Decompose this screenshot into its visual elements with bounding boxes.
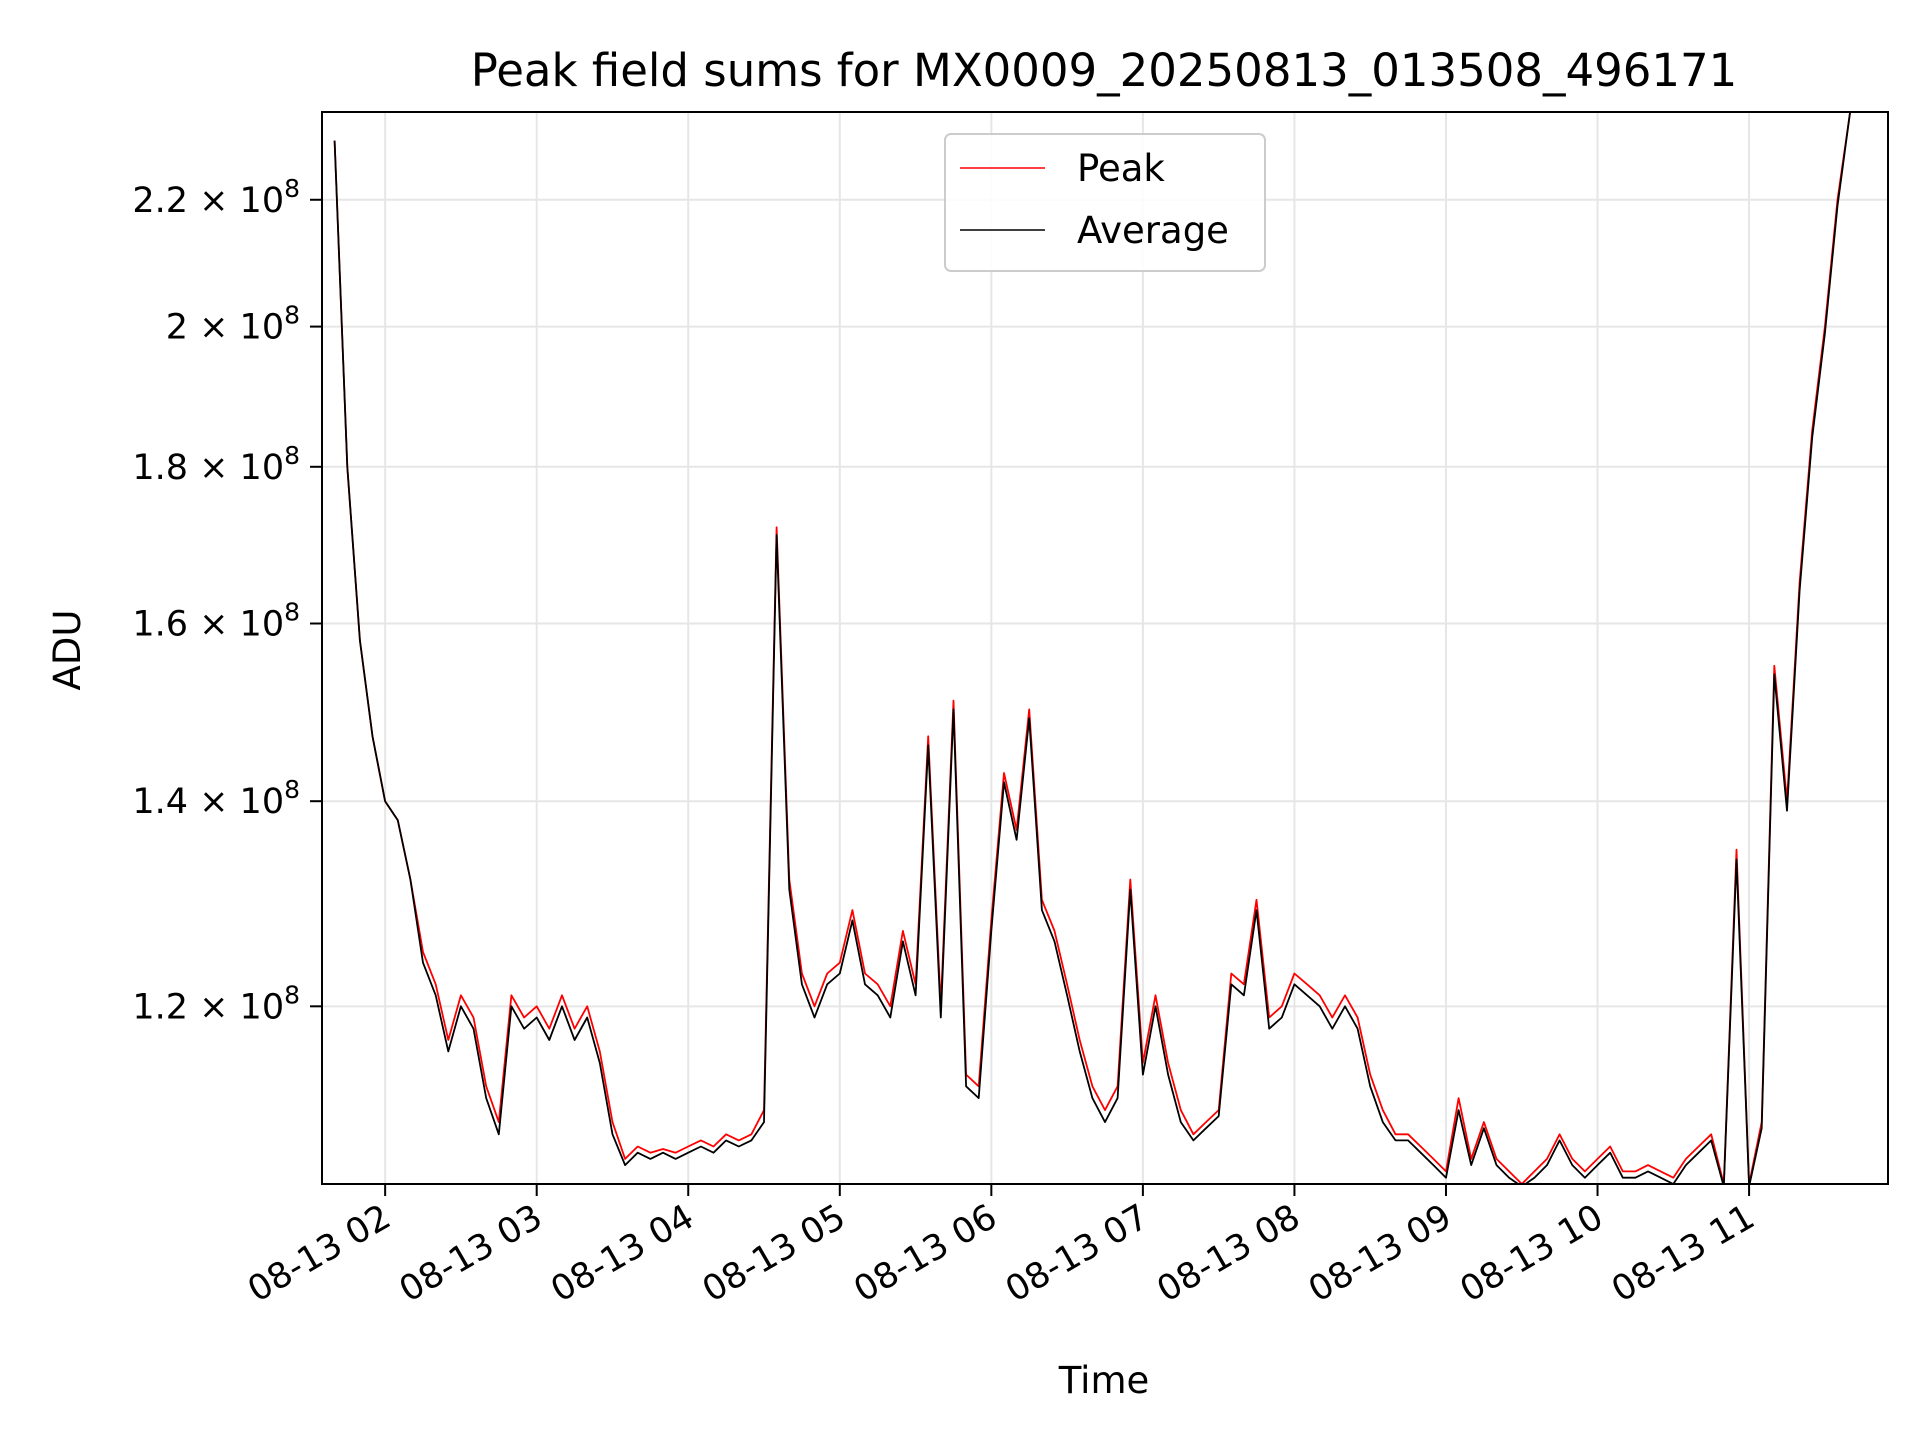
y-axis-label: ADU [46, 610, 89, 691]
x-axis-label: Time [1058, 1359, 1150, 1402]
chart-title: Peak field sums for MX0009_20250813_0135… [471, 44, 1738, 97]
series-group [333, 112, 1851, 1184]
series-line-average [333, 112, 1851, 1184]
legend-label-average: Average [1077, 209, 1229, 252]
legend: Peak Average [944, 133, 1266, 272]
y-tick-label: 2 × 108 [166, 301, 300, 348]
y-tick-label: 1.4 × 108 [132, 775, 300, 822]
y-tick-label: 2.2 × 108 [132, 174, 300, 221]
y-tick-label: 1.8 × 108 [132, 441, 300, 488]
plot-frame [321, 111, 1889, 1185]
y-axis-ticks: 1.2 × 108 1.4 × 108 1.6 × 108 1.8 × 108 2 × … [132, 174, 322, 1027]
series-line-peak [333, 112, 1851, 1184]
y-tick-label: 1.2 × 108 [132, 980, 300, 1027]
legend-label-peak: Peak [1077, 147, 1165, 190]
y-tick-label: 1.6 × 108 [132, 598, 300, 645]
grid [322, 112, 1888, 1184]
